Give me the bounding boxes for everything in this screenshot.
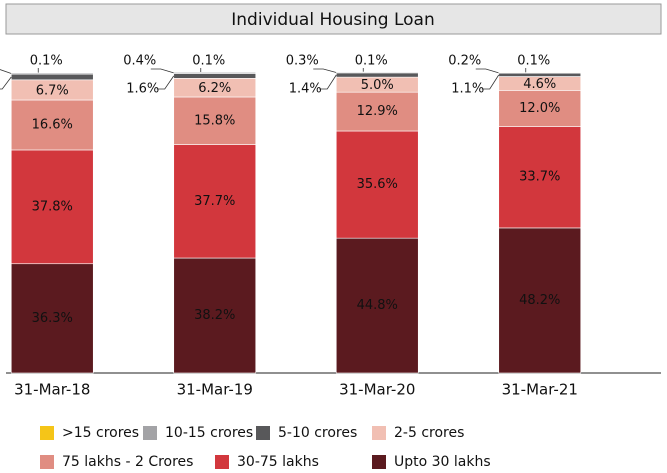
title-band [5,3,662,35]
data-label: 6.2% [198,81,231,96]
data-label: 33.7% [519,170,560,185]
leader-line [0,69,12,74]
legend-swatch [256,426,270,440]
data-label: 12.9% [357,104,398,119]
legend-label: Upto 30 lakhs [394,454,491,470]
data-label: 37.7% [194,194,235,209]
x-tick-label: 31-Mar-21 [502,381,578,399]
data-label: 5.0% [361,78,394,93]
leader-line [313,68,337,73]
bar-segment [498,126,582,229]
bar-segment [173,144,257,259]
bar-segment [10,263,94,374]
leader-line [150,68,174,74]
data-label: 44.8% [357,298,398,313]
data-label: 6.7% [36,83,69,98]
data-label: 35.6% [357,177,398,192]
legend-swatch [372,426,386,440]
bar-segment [335,237,419,374]
bar-segment [173,73,257,79]
leader-line [481,74,500,90]
bar-segment [498,90,582,127]
legend-label: 2-5 crores [394,425,464,441]
leader-line [156,75,175,90]
data-label: 37.8% [32,199,73,214]
bar-segment [498,72,582,77]
bar-segment [10,149,94,265]
data-label: 15.8% [194,113,235,128]
data-label: 1.1% [451,82,484,97]
legend-swatch [143,426,157,440]
bar-segment [335,72,419,78]
legend-label: 30-75 lakhs [237,454,319,470]
leader-line [0,76,12,90]
x-tick-label: 31-Mar-20 [339,381,415,399]
legend-swatch [40,455,54,469]
chart-title: Individual Housing Loan [231,10,434,30]
legend-swatch [215,455,229,469]
data-label: 0.1% [30,54,63,69]
legend-swatch [40,426,54,440]
bar-segment [335,91,419,132]
bar-segment [335,130,419,239]
data-label: 36.3% [32,311,73,326]
data-label: 48.2% [519,293,560,308]
legend-label: >15 crores [62,425,139,441]
leader-line [475,68,499,74]
bar-segment [10,99,94,151]
data-label: 12.0% [519,101,560,116]
bar-segment [10,73,94,81]
legend-label: 75 lakhs - 2 Crores [62,454,193,470]
data-label: 4.6% [523,77,556,92]
data-label: 0.3% [286,54,319,69]
data-label: 16.6% [32,117,73,132]
data-label: 0.2% [448,54,481,69]
bar-segment [498,227,582,374]
legend-label: 5-10 crores [278,425,357,441]
data-label: 0.4% [123,54,156,69]
legend-label: 10-15 crores [165,425,253,441]
data-label: 1.6% [126,82,159,97]
data-label: 0.1% [517,54,550,69]
x-tick-label: 31-Mar-18 [14,381,90,399]
data-label: 0.1% [355,54,388,69]
data-label: 38.2% [194,308,235,323]
leader-line [319,74,337,90]
x-tick-label: 31-Mar-19 [177,381,253,399]
data-label: 1.4% [289,82,322,97]
data-label: 0.1% [192,54,225,69]
bar-segment [173,257,257,374]
legend-swatch [372,455,386,469]
